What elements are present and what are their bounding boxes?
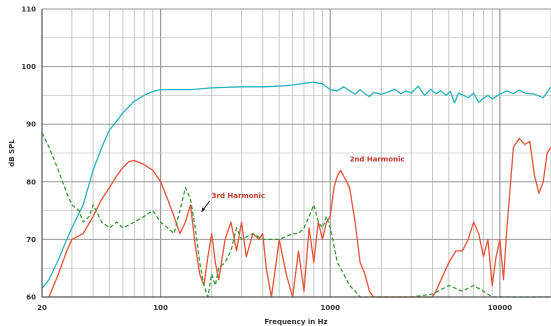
- tick-labels: 20 100 1000 10000 60 70 80 90 100 110: [21, 6, 512, 313]
- series-group: [41, 81, 551, 298]
- annotation-arrowhead: [201, 207, 206, 212]
- annotation-label: 2nd Harmonic: [350, 156, 405, 164]
- axes: [41, 9, 551, 298]
- y-tick-label: 80: [26, 178, 36, 186]
- x-tick-label: 20: [37, 304, 47, 312]
- series-line-fundamental: [41, 81, 551, 289]
- x-tick-label: 1000: [321, 304, 341, 312]
- y-tick-label: 90: [26, 121, 36, 129]
- y-tick-label: 110: [21, 6, 36, 14]
- x-tick-label: 10000: [488, 304, 512, 312]
- annotations: 2nd Harmonic 3rd Harmonic: [201, 156, 405, 213]
- series-line-second-harmonic: [48, 137, 551, 298]
- x-axis-title: Frequency in Hz: [264, 318, 327, 326]
- y-tick-label: 60: [26, 294, 36, 302]
- y-axis-title: dB SPL: [8, 139, 16, 167]
- x-tick-label: 100: [153, 304, 168, 312]
- y-tick-label: 100: [21, 63, 36, 71]
- annotation-label: 3rd Harmonic: [212, 192, 265, 200]
- series-line-third-harmonic: [41, 132, 551, 298]
- y-tick-label: 70: [26, 236, 36, 244]
